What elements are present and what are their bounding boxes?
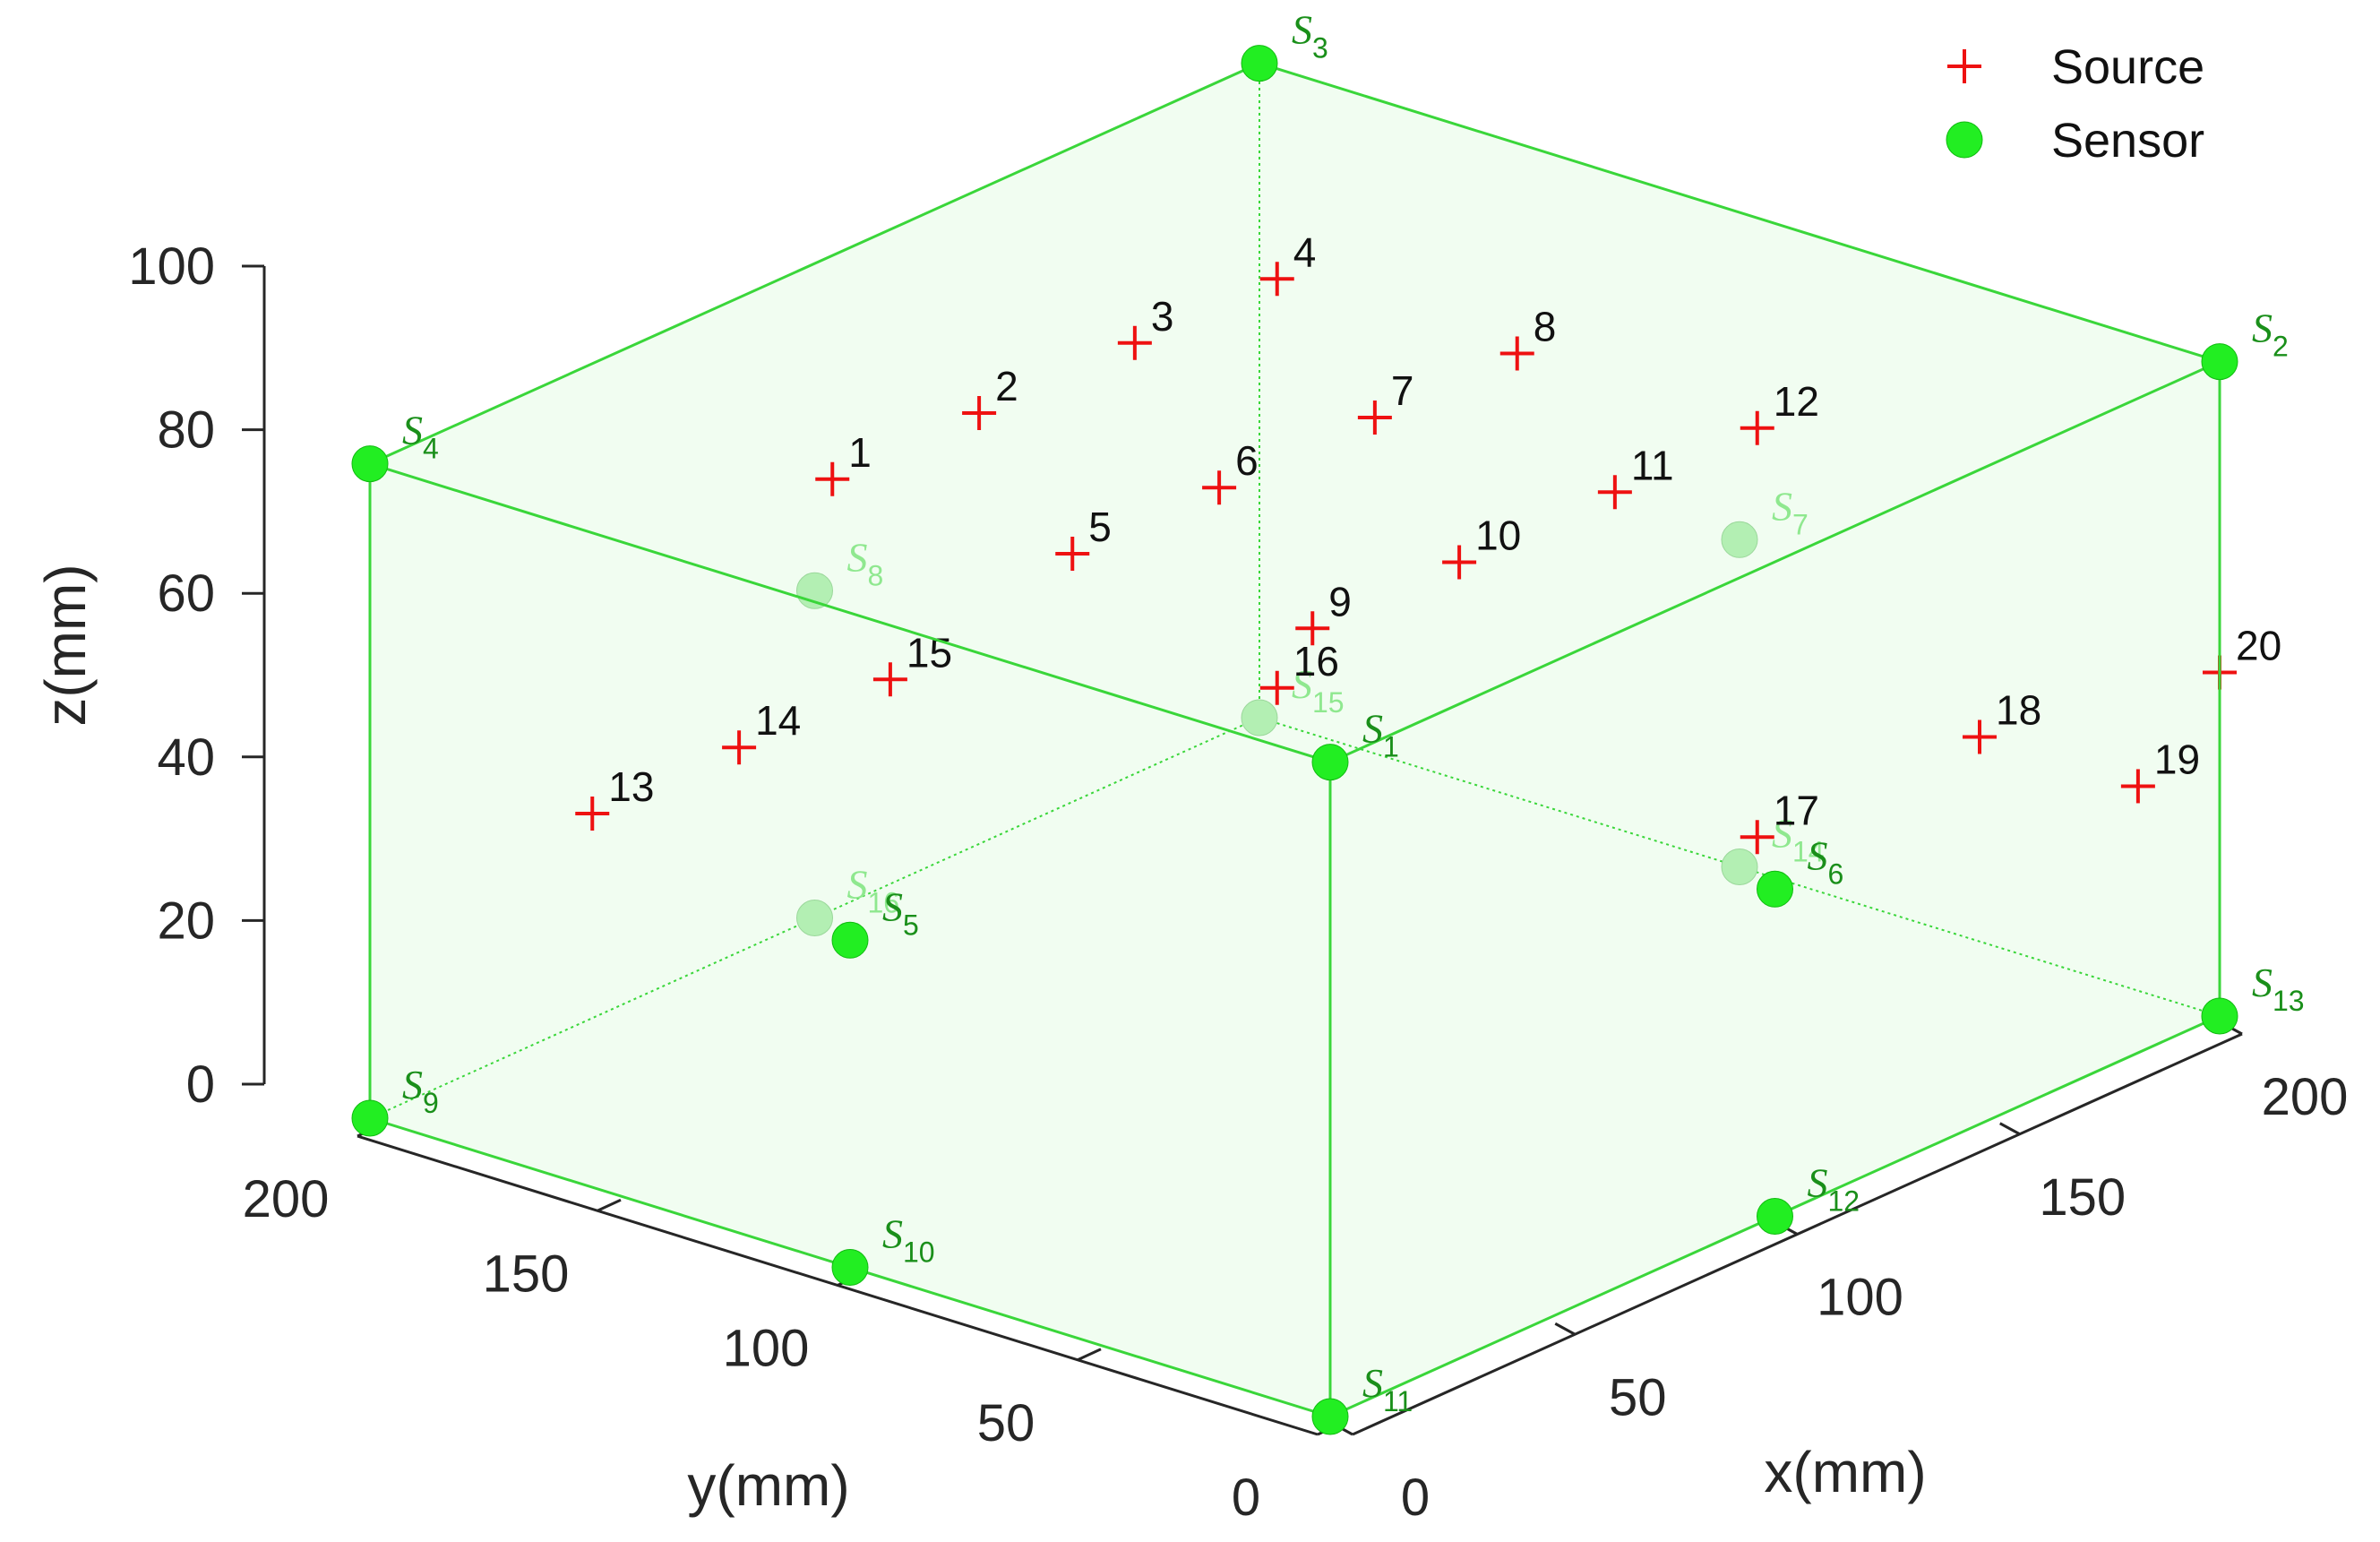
source-label: 10 [1475,512,1521,558]
y-axis-title: y(mm) [687,1453,849,1518]
z-tick-label: 80 [157,401,215,460]
z-tick-label: 0 [186,1055,215,1114]
sensor-label: S3 [1292,7,1328,65]
sensor-marker [1311,1398,1349,1435]
source-label: 18 [1996,687,2041,734]
source-label: 5 [1088,504,1112,550]
z-tick-label: 60 [157,564,215,623]
sensor-marker [831,1249,869,1286]
x-axis-title: x(mm) [1764,1440,1926,1504]
sensor-marker [1241,45,1278,82]
box-edge-he [369,462,1331,764]
sensor-label-subscript: 3 [1312,32,1328,65]
x-tick-label: 200 [2262,1068,2349,1126]
x-tick-label: 50 [1609,1368,1667,1426]
sensor-label: S13 [2252,960,2305,1017]
y-tick-mark [1077,1348,1102,1362]
x-tick-label: 100 [1817,1269,1903,1327]
z-axis-title: z(mm) [33,564,98,726]
sensor-label-subscript: 1 [1383,731,1399,763]
y-tick-label: 200 [243,1170,330,1228]
source-label: 9 [1328,578,1352,625]
x-tick-label: 150 [2039,1168,2126,1227]
x-tick-mark [1999,1122,2021,1136]
sensor-marker [1721,521,1758,558]
sensor-marker [1757,1198,1793,1235]
source-label: 12 [1774,378,1819,425]
box-edge-gh [369,62,1260,465]
source-label: 4 [1293,228,1317,275]
sensor-label-subscript: 10 [903,1236,935,1269]
legend: Source Sensor [1946,40,2204,168]
legend-source-label: Source [2051,40,2204,94]
sensor-marker [1311,744,1349,781]
sensor-marker [831,921,869,959]
sensor-marker [351,445,389,483]
z-tick-label: 20 [157,892,215,950]
y-tick-label: 50 [977,1394,1035,1452]
sensor-marker [1757,870,1793,908]
box-edge-ef [1329,360,2221,763]
sensor-label-subscript: 9 [423,1087,439,1119]
sensor-label-subscript: 15 [1312,686,1345,719]
y-tick-mark [597,1198,622,1212]
sensor-marker [796,900,833,936]
sensor-label-subscript: 8 [868,559,884,591]
sensor-label-subscript: 11 [1383,1385,1413,1417]
y-tick-label: 150 [483,1245,570,1303]
sensor-label: S2 [2252,306,2289,363]
source-label: 19 [2154,736,2200,782]
sensor-marker [1721,849,1758,885]
sensor-label-subscript: 6 [1828,857,1844,890]
z-tick-label: 100 [128,237,215,296]
y-tick-label: 100 [723,1320,810,1378]
sensor-label-subscript: 14 [1792,836,1825,868]
source-label: 17 [1774,787,1819,833]
sensor-label-subscript: 16 [868,887,900,919]
sensor-marker [351,1099,389,1137]
sensor-label-subscript: 12 [1828,1185,1860,1218]
sensor-label-subscript: 5 [903,909,919,941]
axes: 0 50 100 150 200 0 50 100 150 200 0 20 40 60 80 100 x(mm… [33,237,2348,1527]
sensor-marker [2201,343,2238,381]
sensor-label-subscript: 2 [2273,331,2289,363]
source-label: 11 [1631,442,1674,488]
source-label: 1 [848,429,872,476]
source-label: 14 [755,697,801,744]
source-label: 20 [2236,623,2281,669]
source-label: 7 [1391,367,1414,414]
source-label: 8 [1534,304,1557,350]
source-label: 6 [1235,437,1259,484]
box-edge-fg [1259,62,2221,364]
x-tick-label: 0 [1401,1469,1430,1527]
legend-sensor-marker [1946,121,1983,159]
source-label: 16 [1293,638,1339,685]
source-label: 13 [608,763,654,810]
y-tick-label: 0 [1232,1469,1260,1527]
sensor-label-subscript: 13 [2273,985,2305,1017]
sensor-marker [2201,997,2238,1035]
source-label: 2 [995,363,1018,409]
legend-sensor-label: Sensor [2051,114,2204,168]
z-tick-label: 40 [157,728,215,787]
sensor-marker [1241,699,1278,737]
x-tick-mark [1554,1322,1576,1336]
sensor-label-subscript: 7 [1792,508,1809,540]
source-label: 3 [1151,293,1174,340]
sensor-label-subscript: 4 [423,433,439,465]
